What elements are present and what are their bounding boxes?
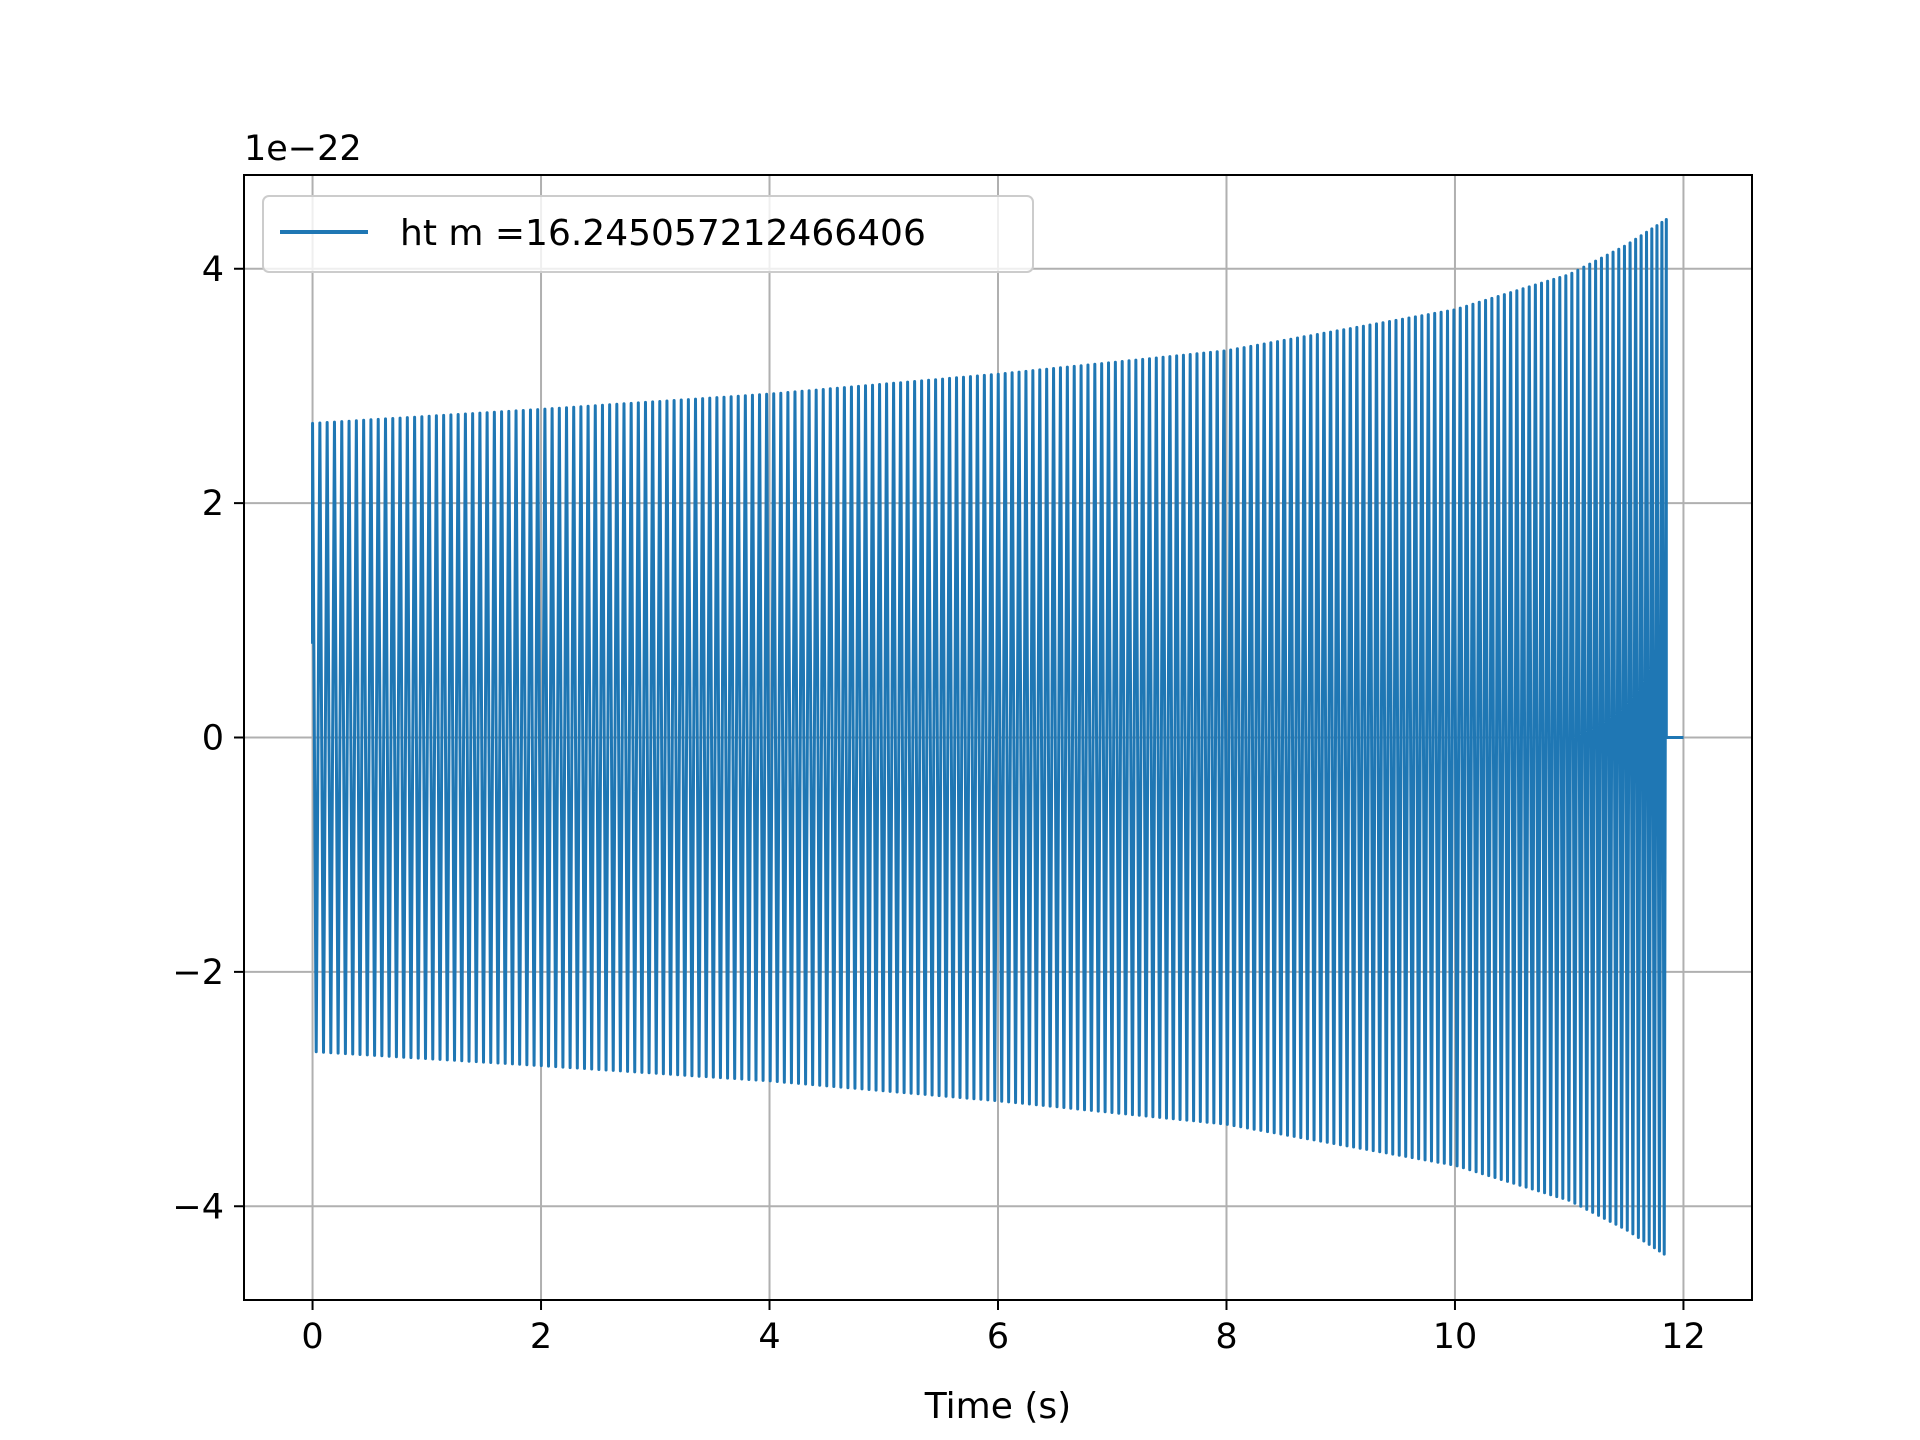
x-axis: 0 2 4 6 8 10 12 <box>301 1300 1706 1357</box>
y-tick-label: −4 <box>172 1187 224 1227</box>
y-offset-label: 1e−22 <box>244 129 362 169</box>
series-line <box>311 218 1684 1256</box>
legend-box <box>262 195 1034 273</box>
y-tick-label: −2 <box>172 953 224 993</box>
x-tick-label: 8 <box>1215 1317 1237 1357</box>
x-tick-label: 4 <box>758 1317 780 1357</box>
x-tick-label: 0 <box>301 1317 323 1357</box>
legend-label: ht m =16.245057212466406 <box>400 213 926 254</box>
x-tick-label: 6 <box>987 1317 1009 1357</box>
series-ht <box>311 218 1684 1256</box>
y-tick-label: 4 <box>202 250 224 290</box>
x-tick-label: 2 <box>530 1317 552 1357</box>
x-tick-label: 12 <box>1661 1317 1706 1357</box>
legend: ht m =16.245057212466406 <box>262 195 1034 273</box>
y-axis: −4 −2 0 2 4 <box>172 250 244 1227</box>
x-axis-label: Time (s) <box>924 1386 1071 1427</box>
x-tick-label: 10 <box>1433 1317 1478 1357</box>
y-tick-label: 2 <box>202 484 224 524</box>
y-tick-label: 0 <box>202 719 224 759</box>
